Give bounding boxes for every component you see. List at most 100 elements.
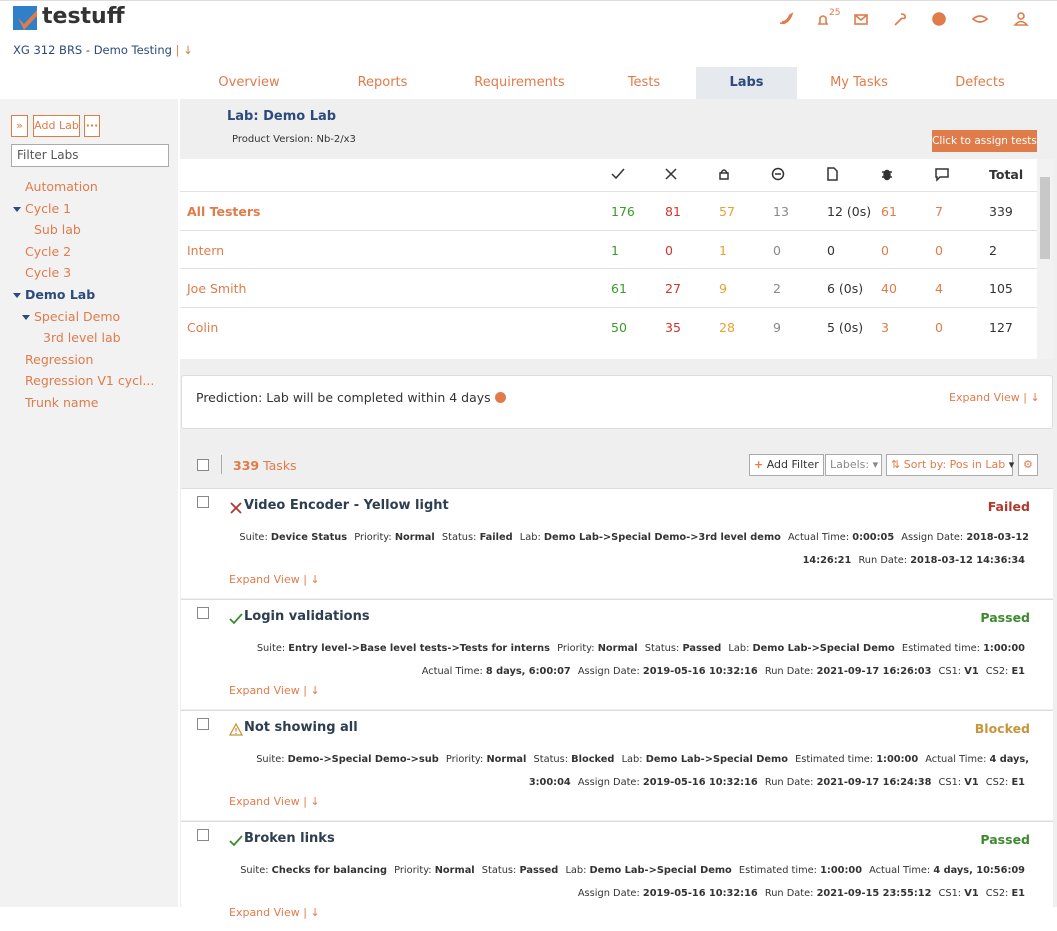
field-value: 8 days, 6:00:07 — [485, 666, 571, 677]
expand-view[interactable]: Expand View | ↓ — [229, 573, 320, 586]
expand-view-text[interactable]: Expand View — [229, 573, 300, 586]
field-value: 2019-05-16 10:32:16 — [642, 666, 758, 677]
tab[interactable]: Defects — [955, 75, 1005, 90]
field-value: Blocked — [571, 754, 615, 765]
tester-name[interactable]: Colin — [187, 319, 219, 335]
field-label: CS2: — [985, 888, 1009, 899]
tree-item[interactable]: Sub lab — [34, 222, 81, 238]
add-filter[interactable]: + Add Filter — [749, 454, 824, 476]
select-all[interactable] — [197, 459, 209, 471]
field-label: Estimated time: — [795, 754, 874, 765]
help-icon[interactable] — [494, 392, 506, 403]
task-title[interactable]: Broken links — [244, 831, 335, 846]
tab[interactable]: Tests — [627, 75, 661, 90]
stat-cell: 9 — [773, 319, 781, 335]
tree-item[interactable]: Automation — [25, 179, 98, 194]
field-value: Demo Lab->Special Demo — [752, 643, 895, 654]
expand-view-text[interactable]: Expand View — [949, 391, 1020, 404]
field-value: V1 — [964, 777, 979, 788]
settings-icon[interactable] — [894, 13, 906, 26]
add-filter-text[interactable]: Add Filter — [766, 458, 819, 471]
main: Lab: Demo Lab Product Version: Nb-2/x3 C… — [180, 99, 1057, 931]
field-label: CS1: — [938, 888, 962, 899]
expand-view-text[interactable]: Expand View — [229, 906, 300, 919]
stat-cell: 61 — [611, 281, 627, 296]
expand-view-text[interactable]: Expand View — [229, 684, 300, 697]
task-title[interactable]: Not showing all — [244, 720, 358, 735]
tree-item[interactable]: Regression — [25, 351, 94, 367]
settings-button[interactable]: ⚙ — [1018, 454, 1038, 476]
task-title[interactable]: Video Encoder - Yellow light — [244, 498, 449, 513]
project-name[interactable]: XG 312 BRS - Demo Testing — [13, 43, 172, 57]
assign-button[interactable]: Click to assign tests — [932, 130, 1037, 152]
expand-view[interactable]: Expand View | ↓ — [229, 684, 320, 697]
field-value: E1 — [1011, 888, 1025, 899]
notification-count[interactable]: 25 — [829, 8, 841, 18]
caret[interactable] — [22, 314, 30, 320]
expand-view[interactable]: Expand View | ↓ — [229, 906, 320, 919]
field-label: Assign Date: — [577, 777, 640, 788]
partners-icon[interactable] — [971, 15, 989, 23]
twitter-icon[interactable] — [779, 12, 794, 25]
filter-input[interactable]: Filter Labs — [11, 144, 169, 167]
tree-item[interactable]: Demo Lab — [25, 287, 96, 302]
tree-item[interactable]: Cycle 1 — [25, 200, 72, 216]
scroll-thumb[interactable] — [1040, 177, 1050, 259]
tab[interactable]: Requirements — [474, 75, 565, 90]
bell-icon[interactable] — [817, 15, 829, 25]
tester-name[interactable]: Intern — [187, 242, 225, 258]
task-checkbox[interactable] — [197, 496, 209, 508]
stat-cell: 105 — [989, 281, 1013, 296]
tester-name[interactable]: Joe Smith — [187, 281, 247, 296]
field-value: V1 — [964, 888, 979, 899]
labels-text[interactable]: Labels: — [830, 458, 870, 471]
caret[interactable] — [13, 206, 21, 212]
labels-select[interactable]: Labels: ▾ — [825, 454, 882, 476]
tree-item[interactable]: Trunk name — [25, 395, 99, 410]
tab[interactable]: Overview — [218, 75, 280, 90]
tab[interactable]: My Tasks — [830, 75, 888, 90]
caret[interactable] — [13, 293, 21, 298]
tree-item[interactable]: 3rd level lab — [43, 330, 121, 346]
field-label: Lab: — [519, 532, 541, 543]
status-icon — [229, 613, 243, 625]
task-status: Failed — [987, 499, 1030, 514]
stat-cell: 0 — [773, 242, 781, 258]
passed-icon — [611, 168, 625, 180]
task-title[interactable]: Login validations — [244, 609, 370, 624]
sort-text[interactable]: Sort by: Pos in Lab — [903, 458, 1006, 471]
more-button[interactable]: ··· — [84, 115, 100, 137]
tree-item[interactable]: Cycle 2 — [25, 243, 72, 259]
field-label: Priority: — [354, 532, 392, 543]
tab[interactable]: Reports — [357, 75, 408, 90]
tree-item[interactable]: Cycle 3 — [25, 265, 72, 281]
project-selector[interactable]: XG 312 BRS - Demo Testing | ↓ — [13, 43, 193, 57]
logo[interactable]: testuff — [42, 4, 125, 29]
tree-item[interactable]: Regression V1 cycl... — [25, 373, 155, 389]
field-value: Normal — [394, 532, 435, 543]
task-fields: Suite: Entry level->Base level tests->Te… — [229, 637, 1029, 683]
sidebar: » Add Lab ··· Filter Labs Automation Cycl… — [0, 99, 178, 907]
task: Login validations Passed Suite: Entry leve… — [181, 599, 1053, 709]
expand-view[interactable]: Expand View | ↓ — [949, 391, 1040, 404]
field-value: 0:00:05 — [852, 532, 895, 543]
task-checkbox[interactable] — [197, 718, 209, 730]
tester-name[interactable]: All Testers — [187, 204, 261, 219]
help-icon[interactable] — [932, 12, 946, 26]
sort-select[interactable]: ⇅ Sort by: Pos in Lab ▾ — [886, 454, 1014, 476]
add-lab-button[interactable]: Add Lab — [33, 115, 80, 137]
header-icons — [779, 12, 1029, 26]
expand-view[interactable]: Expand View | ↓ — [229, 795, 320, 808]
mail-icon[interactable] — [854, 14, 868, 25]
tab[interactable]: Labs — [696, 67, 797, 99]
user-icon[interactable] — [1017, 12, 1025, 20]
collapse-button[interactable]: » — [11, 115, 28, 137]
stat-cell: 3 — [881, 319, 889, 335]
task-count: 339 Tasks — [233, 458, 297, 473]
tree-item[interactable]: Special Demo — [34, 308, 121, 324]
field-label: Suite: — [256, 754, 285, 765]
prediction-box: Prediction: Lab will be completed within… — [181, 375, 1053, 429]
task-checkbox[interactable] — [197, 607, 209, 619]
expand-view-text[interactable]: Expand View — [229, 795, 300, 808]
task-checkbox[interactable] — [197, 829, 209, 841]
